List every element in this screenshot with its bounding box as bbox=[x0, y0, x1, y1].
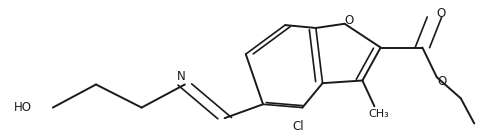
Text: CH₃: CH₃ bbox=[369, 109, 390, 119]
Text: O: O bbox=[345, 14, 354, 27]
Text: O: O bbox=[436, 7, 445, 20]
Text: Cl: Cl bbox=[293, 120, 304, 132]
Text: N: N bbox=[177, 70, 186, 83]
Text: HO: HO bbox=[14, 101, 32, 114]
Text: O: O bbox=[437, 75, 446, 88]
